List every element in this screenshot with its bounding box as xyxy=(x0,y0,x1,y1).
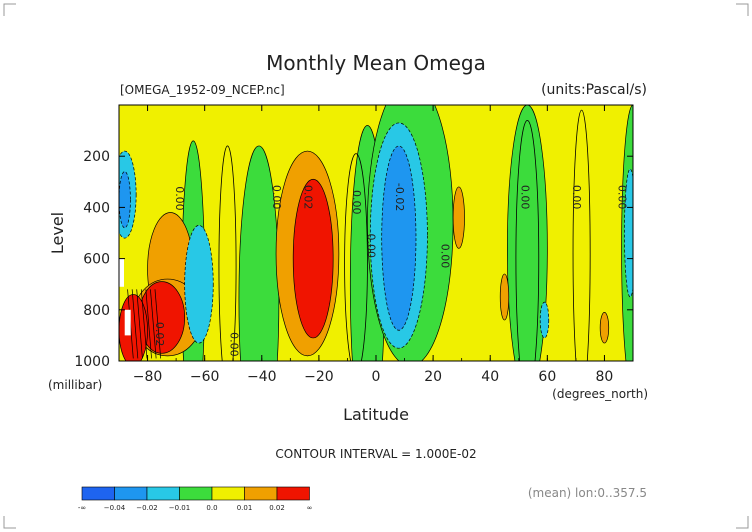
field-band-4 xyxy=(507,105,548,361)
colorbar-label: 0.0 xyxy=(206,504,217,512)
contour-label: 0.00 xyxy=(350,190,363,215)
contour-line xyxy=(154,289,162,359)
colorbar-label: −0.01 xyxy=(169,504,190,512)
corner-mark-tl xyxy=(3,3,16,16)
field-region-4 xyxy=(184,224,214,344)
colorbar-swatch xyxy=(114,486,148,501)
field-region-10 xyxy=(381,145,417,331)
colorbar-label: -∞ xyxy=(78,504,86,512)
colorbar-swatch xyxy=(276,486,310,501)
x-tick-label: 20 xyxy=(424,369,442,385)
field-region-6 xyxy=(119,171,131,229)
contour-label: 0.02 xyxy=(153,322,166,347)
contour-label: -0.02 xyxy=(393,183,406,211)
contour-label: 0.00 xyxy=(439,244,452,269)
y-tick-label: 800 xyxy=(83,303,110,319)
field-region-15 xyxy=(624,168,633,298)
x-tick-label: 80 xyxy=(596,369,614,385)
corner-mark-bl xyxy=(3,516,16,529)
field-region-13 xyxy=(599,312,610,344)
field-region-12 xyxy=(499,273,510,321)
zero-contour-2 xyxy=(515,120,540,361)
field-region-8 xyxy=(292,178,334,339)
zero-contour-0 xyxy=(218,145,237,361)
x-tick-label: −20 xyxy=(304,369,334,385)
corner-mark-br xyxy=(736,516,749,529)
x-unit-label: (degrees_north) xyxy=(552,387,648,401)
footnote-text: (mean) lon:0..357.5 xyxy=(528,486,647,500)
contour-label: 0.00 xyxy=(270,185,283,210)
contour-label: 0.00 xyxy=(173,186,186,211)
colorbar-swatch xyxy=(146,486,180,501)
x-tick-label: 40 xyxy=(481,369,499,385)
zero-contour-1 xyxy=(344,153,368,361)
chart-title: Monthly Mean Omega xyxy=(266,51,486,75)
y-tick-label: 400 xyxy=(83,200,110,216)
y-tick-label: 600 xyxy=(83,252,110,268)
contour-line xyxy=(145,289,152,359)
x-tick-label: 0 xyxy=(372,369,381,385)
contour-line xyxy=(150,289,157,359)
file-label: [OMEGA_1952-09_NCEP.nc] xyxy=(120,83,285,97)
field-region-14 xyxy=(539,301,550,339)
contour-label: 0.00 xyxy=(227,332,240,357)
plot-area: 0.00 0.00 0.02 0.00 -0.02 0.00 0.00 0.00 0.00 0.0… xyxy=(118,104,634,362)
field-region-11 xyxy=(452,186,465,249)
contour-label: 0.00 xyxy=(570,185,583,210)
units-label: (units:Pascal/s) xyxy=(541,82,647,98)
colorbar-label: ∞ xyxy=(307,504,313,512)
y-axis: 200 400 600 800 1000 xyxy=(74,149,633,370)
contour-interval-text: CONTOUR INTERVAL = 1.000E-02 xyxy=(275,447,476,461)
colorbar-label: 0.02 xyxy=(269,504,285,512)
contour-line xyxy=(131,289,139,359)
y-tick-label: 200 xyxy=(83,149,110,165)
colorbar-swatch xyxy=(179,486,213,501)
contour-label: 0.00 xyxy=(519,185,532,210)
x-axis: −80 −60 −40 −20 0 20 40 60 80 xyxy=(118,105,634,385)
colorbar: -∞ −0.04 −0.02 −0.01 0.0 0.01 0.02 ∞ xyxy=(78,486,313,512)
corner-mark-tr xyxy=(736,3,749,16)
y-unit-label: (millibar) xyxy=(48,378,102,392)
colorbar-label: 0.01 xyxy=(237,504,253,512)
y-tick-label: 1000 xyxy=(74,354,110,370)
x-tick-label: −60 xyxy=(190,369,220,385)
x-tick-label: −40 xyxy=(247,369,277,385)
field-band-1 xyxy=(238,145,280,361)
x-axis-label: Latitude xyxy=(343,405,409,424)
contour-line xyxy=(136,289,143,359)
colorbar-swatch xyxy=(81,486,115,501)
colorbar-swatch xyxy=(211,486,245,501)
colorbar-label: −0.04 xyxy=(104,504,126,512)
colorbar-swatch xyxy=(244,486,278,501)
x-tick-label: 60 xyxy=(538,369,556,385)
zero-contour-3 xyxy=(572,109,591,361)
contour-label: 0.00 xyxy=(616,185,629,210)
colorbar-label: −0.02 xyxy=(136,504,157,512)
contour-line xyxy=(140,289,148,359)
contour-label: 0.02 xyxy=(302,185,315,210)
contour-label: 0.00 xyxy=(364,234,377,258)
missing-region xyxy=(124,309,131,336)
missing-region xyxy=(119,258,124,287)
x-tick-label: −80 xyxy=(133,369,163,385)
y-axis-label: Level xyxy=(48,212,67,254)
